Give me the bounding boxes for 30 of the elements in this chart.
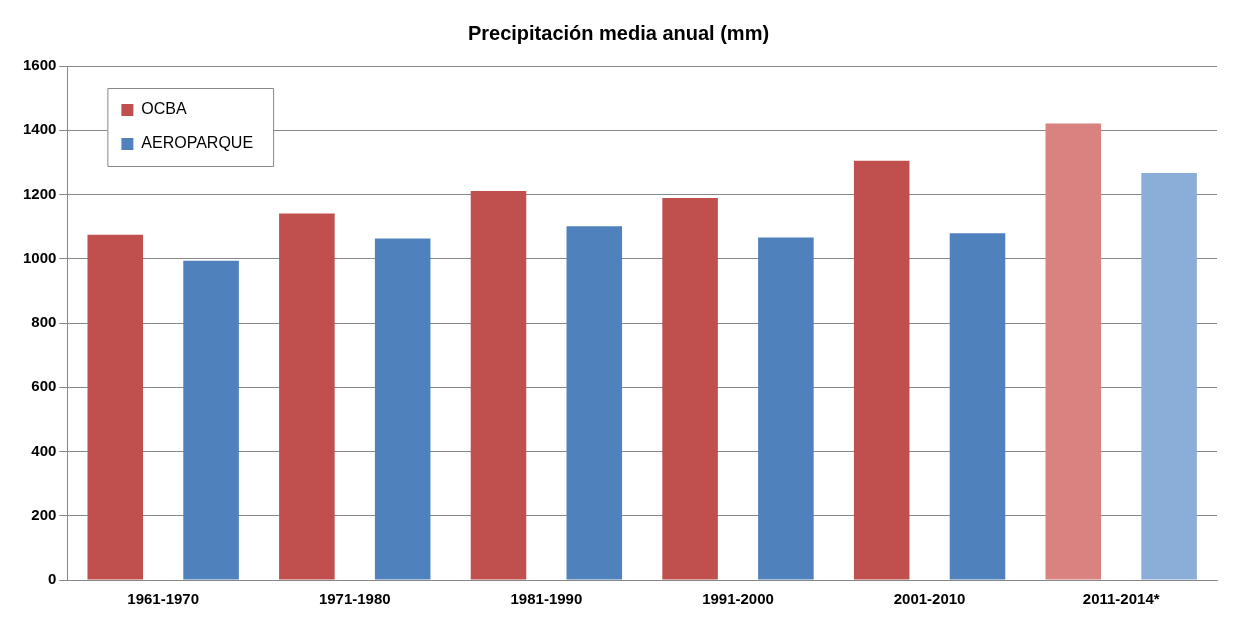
bar bbox=[758, 237, 814, 580]
x-tick-label: 1971-1980 bbox=[318, 590, 391, 608]
bar bbox=[662, 198, 718, 580]
y-tick-label: 1600 bbox=[22, 56, 57, 74]
y-tick-label: 1200 bbox=[22, 184, 57, 202]
bar bbox=[1141, 172, 1197, 580]
legend-label: AEROPARQUE bbox=[141, 134, 254, 152]
legend-label: OCBA bbox=[141, 100, 188, 118]
bar bbox=[470, 190, 527, 580]
y-tick-label: 400 bbox=[31, 441, 57, 459]
bar bbox=[183, 260, 239, 580]
x-tick-label: 1991-2000 bbox=[702, 590, 774, 608]
bar bbox=[566, 226, 623, 580]
y-tick-label: 800 bbox=[31, 313, 57, 331]
x-tick-label: 2011-2014* bbox=[1082, 590, 1160, 608]
x-tick-label: 2001-2010 bbox=[893, 590, 966, 608]
bar bbox=[87, 234, 144, 580]
bar bbox=[853, 160, 910, 580]
bar bbox=[949, 233, 1006, 580]
bar bbox=[279, 213, 335, 580]
x-tick-label: 1961-1970 bbox=[127, 590, 200, 608]
bar bbox=[1045, 123, 1102, 580]
y-tick-label: 1400 bbox=[22, 120, 57, 138]
y-tick-label: 1000 bbox=[22, 248, 57, 266]
bar bbox=[374, 238, 431, 580]
y-tick-label: 0 bbox=[48, 570, 57, 588]
y-tick-label: 600 bbox=[31, 377, 57, 395]
x-tick-label: 1981-1990 bbox=[510, 590, 583, 608]
y-tick-label: 200 bbox=[31, 505, 57, 523]
chart-title: Precipitación media anual (mm) bbox=[467, 21, 770, 44]
